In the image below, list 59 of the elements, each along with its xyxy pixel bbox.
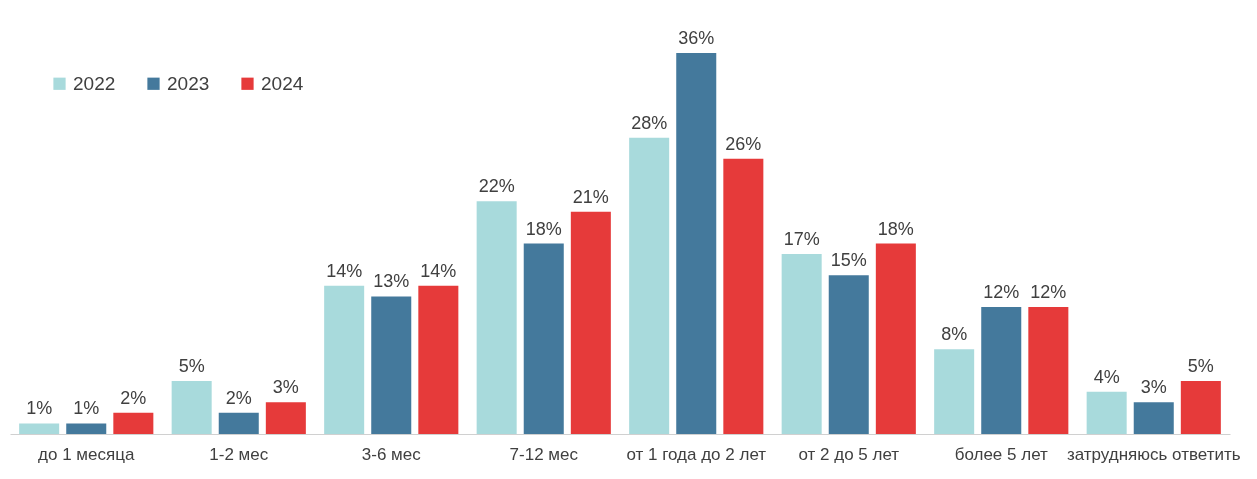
bar [981, 307, 1022, 434]
x-tick-label: 1-2 мес [209, 444, 269, 464]
bar [1028, 307, 1069, 434]
data-label: 14% [420, 260, 457, 281]
bar [570, 211, 611, 434]
data-label: 12% [1030, 282, 1067, 303]
data-label: 3% [272, 377, 299, 398]
bar [828, 275, 869, 434]
data-label: 4% [1093, 366, 1120, 387]
bar [265, 402, 306, 434]
data-label: 14% [326, 260, 363, 281]
legend-label: 2023 [167, 72, 210, 94]
bar [523, 243, 564, 434]
data-label: 1% [73, 398, 100, 419]
bar [19, 423, 60, 434]
bar [723, 158, 764, 434]
bar [1133, 402, 1174, 434]
data-label: 13% [373, 271, 410, 292]
data-label: 18% [525, 218, 562, 239]
data-label: 5% [1187, 356, 1214, 377]
legend-label: 2024 [261, 72, 304, 94]
bar [324, 285, 365, 434]
bar [218, 412, 259, 434]
x-tick-label: до 1 месяца [38, 444, 135, 464]
bar [66, 423, 107, 434]
bar [1180, 381, 1221, 434]
bar [371, 296, 412, 434]
x-tick-label: от 1 года до 2 лет [626, 444, 767, 464]
bar [476, 201, 517, 434]
bar [171, 381, 212, 434]
data-label: 12% [983, 282, 1020, 303]
bar [676, 53, 717, 434]
x-tick-label: более 5 лет [954, 444, 1049, 464]
data-label: 5% [178, 356, 205, 377]
data-label: 2% [120, 387, 147, 408]
data-label: 36% [678, 28, 715, 49]
data-label: 28% [631, 112, 668, 133]
bar [113, 412, 154, 434]
data-label: 22% [478, 176, 515, 197]
data-label: 1% [26, 398, 53, 419]
bar [418, 285, 459, 434]
bar [934, 349, 975, 434]
legend-label: 2022 [73, 72, 116, 94]
x-tick-label: от 2 до 5 лет [798, 444, 900, 464]
x-tick-label: 3-6 мес [361, 444, 422, 464]
data-label: 21% [572, 186, 609, 207]
data-label: 17% [783, 229, 820, 250]
data-label: 3% [1140, 377, 1167, 398]
data-label: 26% [725, 133, 762, 154]
data-label: 15% [830, 250, 867, 271]
data-label: 8% [941, 324, 968, 345]
bar [781, 254, 822, 434]
bar [875, 243, 916, 434]
data-label: 18% [877, 218, 914, 239]
data-label: 2% [225, 387, 252, 408]
x-tick-label: 7-12 мес [509, 444, 579, 464]
x-tick-label: затрудняюсь ответить [1066, 444, 1241, 464]
bar [629, 137, 670, 434]
bar [1086, 391, 1127, 434]
